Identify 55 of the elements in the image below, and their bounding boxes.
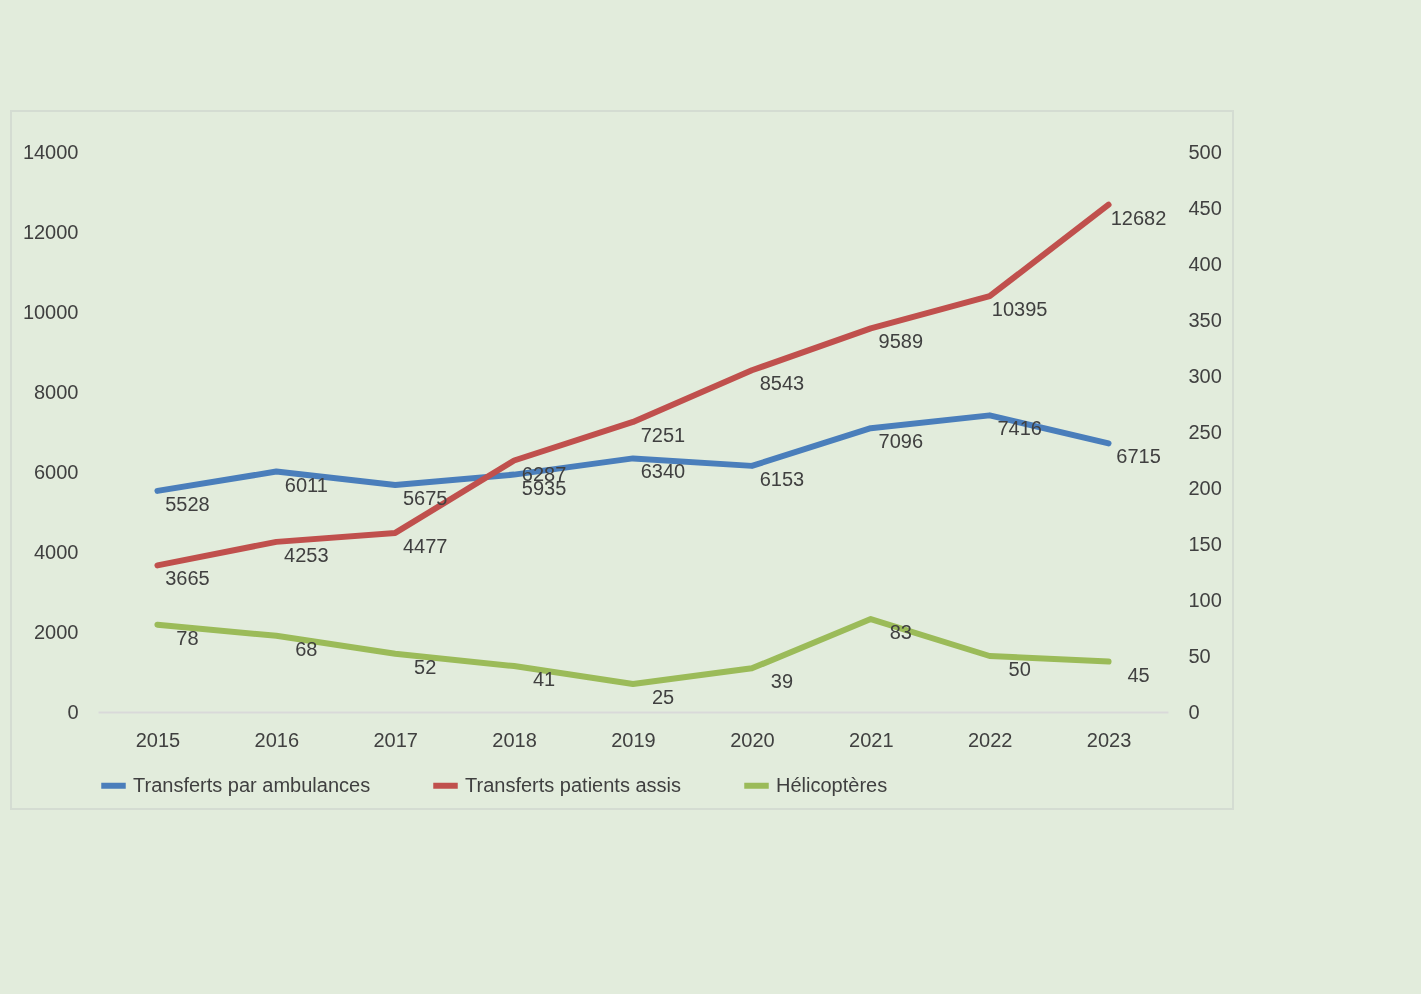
y-tick-label: 6000 bbox=[34, 460, 79, 483]
data-label: 41 bbox=[532, 668, 556, 691]
data-label: 68 bbox=[295, 637, 318, 660]
y2-tick-label: 350 bbox=[1188, 308, 1222, 331]
y2-tick-label: 500 bbox=[1188, 140, 1222, 163]
y-tick-label: 10000 bbox=[22, 300, 79, 323]
y2-tick-label: 100 bbox=[1188, 588, 1222, 611]
data-label: 6011 bbox=[284, 473, 328, 496]
data-label: 25 bbox=[651, 686, 675, 708]
y-tick-label: 4000 bbox=[34, 540, 79, 563]
y-tick-label: 8000 bbox=[34, 380, 79, 403]
data-label: 39 bbox=[770, 670, 794, 693]
data-label: 10395 bbox=[991, 298, 1048, 321]
data-label: 4253 bbox=[284, 543, 329, 566]
legend-label: Transferts par ambulances bbox=[133, 773, 371, 796]
data-label: 7096 bbox=[878, 430, 924, 453]
x-tick-label: 2015 bbox=[135, 728, 181, 751]
x-tick-label: 2017 bbox=[373, 728, 418, 751]
y2-tick-label: 250 bbox=[1188, 420, 1222, 443]
y2-tick-label: 300 bbox=[1188, 364, 1222, 387]
legend-label: Hélicoptères bbox=[776, 773, 888, 796]
x-tick-label: 2020 bbox=[730, 728, 775, 751]
y-tick-label: 12000 bbox=[22, 220, 79, 243]
data-label: 52 bbox=[414, 655, 437, 678]
data-label: 3665 bbox=[165, 567, 210, 590]
y2-tick-label: 150 bbox=[1188, 532, 1222, 555]
data-label: 5528 bbox=[165, 492, 210, 515]
data-label: 6153 bbox=[759, 467, 805, 490]
data-label: 6715 bbox=[1116, 445, 1161, 468]
y-tick-label: 2000 bbox=[34, 620, 79, 643]
data-label: 50 bbox=[1008, 658, 1031, 680]
data-label: 7416 bbox=[997, 417, 1042, 440]
x-tick-label: 2016 bbox=[254, 728, 300, 751]
y-tick-label: 14000 bbox=[22, 140, 79, 163]
x-tick-label: 2019 bbox=[611, 728, 656, 751]
y2-tick-label: 400 bbox=[1188, 252, 1222, 275]
y-tick-label: 0 bbox=[67, 700, 79, 723]
data-label: 8543 bbox=[759, 372, 805, 395]
data-label: 7251 bbox=[640, 423, 686, 446]
legend-label: Transferts patients assis bbox=[465, 773, 682, 796]
y2-tick-label: 450 bbox=[1188, 196, 1222, 219]
data-label: 12682 bbox=[1110, 206, 1167, 229]
x-tick-label: 2018 bbox=[492, 728, 537, 751]
x-tick-label: 2021 bbox=[849, 728, 894, 751]
data-label: 5675 bbox=[402, 487, 448, 509]
data-label: 45 bbox=[1127, 663, 1150, 686]
data-label: 4477 bbox=[402, 534, 448, 557]
y2-tick-label: 0 bbox=[1188, 700, 1200, 723]
x-tick-label: 2022 bbox=[967, 728, 1013, 751]
data-label: 78 bbox=[176, 626, 199, 649]
data-label: 9589 bbox=[878, 330, 924, 353]
data-label: 6340 bbox=[640, 460, 686, 483]
y2-tick-label: 50 bbox=[1188, 644, 1211, 667]
y2-tick-label: 200 bbox=[1188, 476, 1222, 499]
x-tick-label: 2023 bbox=[1086, 728, 1132, 751]
